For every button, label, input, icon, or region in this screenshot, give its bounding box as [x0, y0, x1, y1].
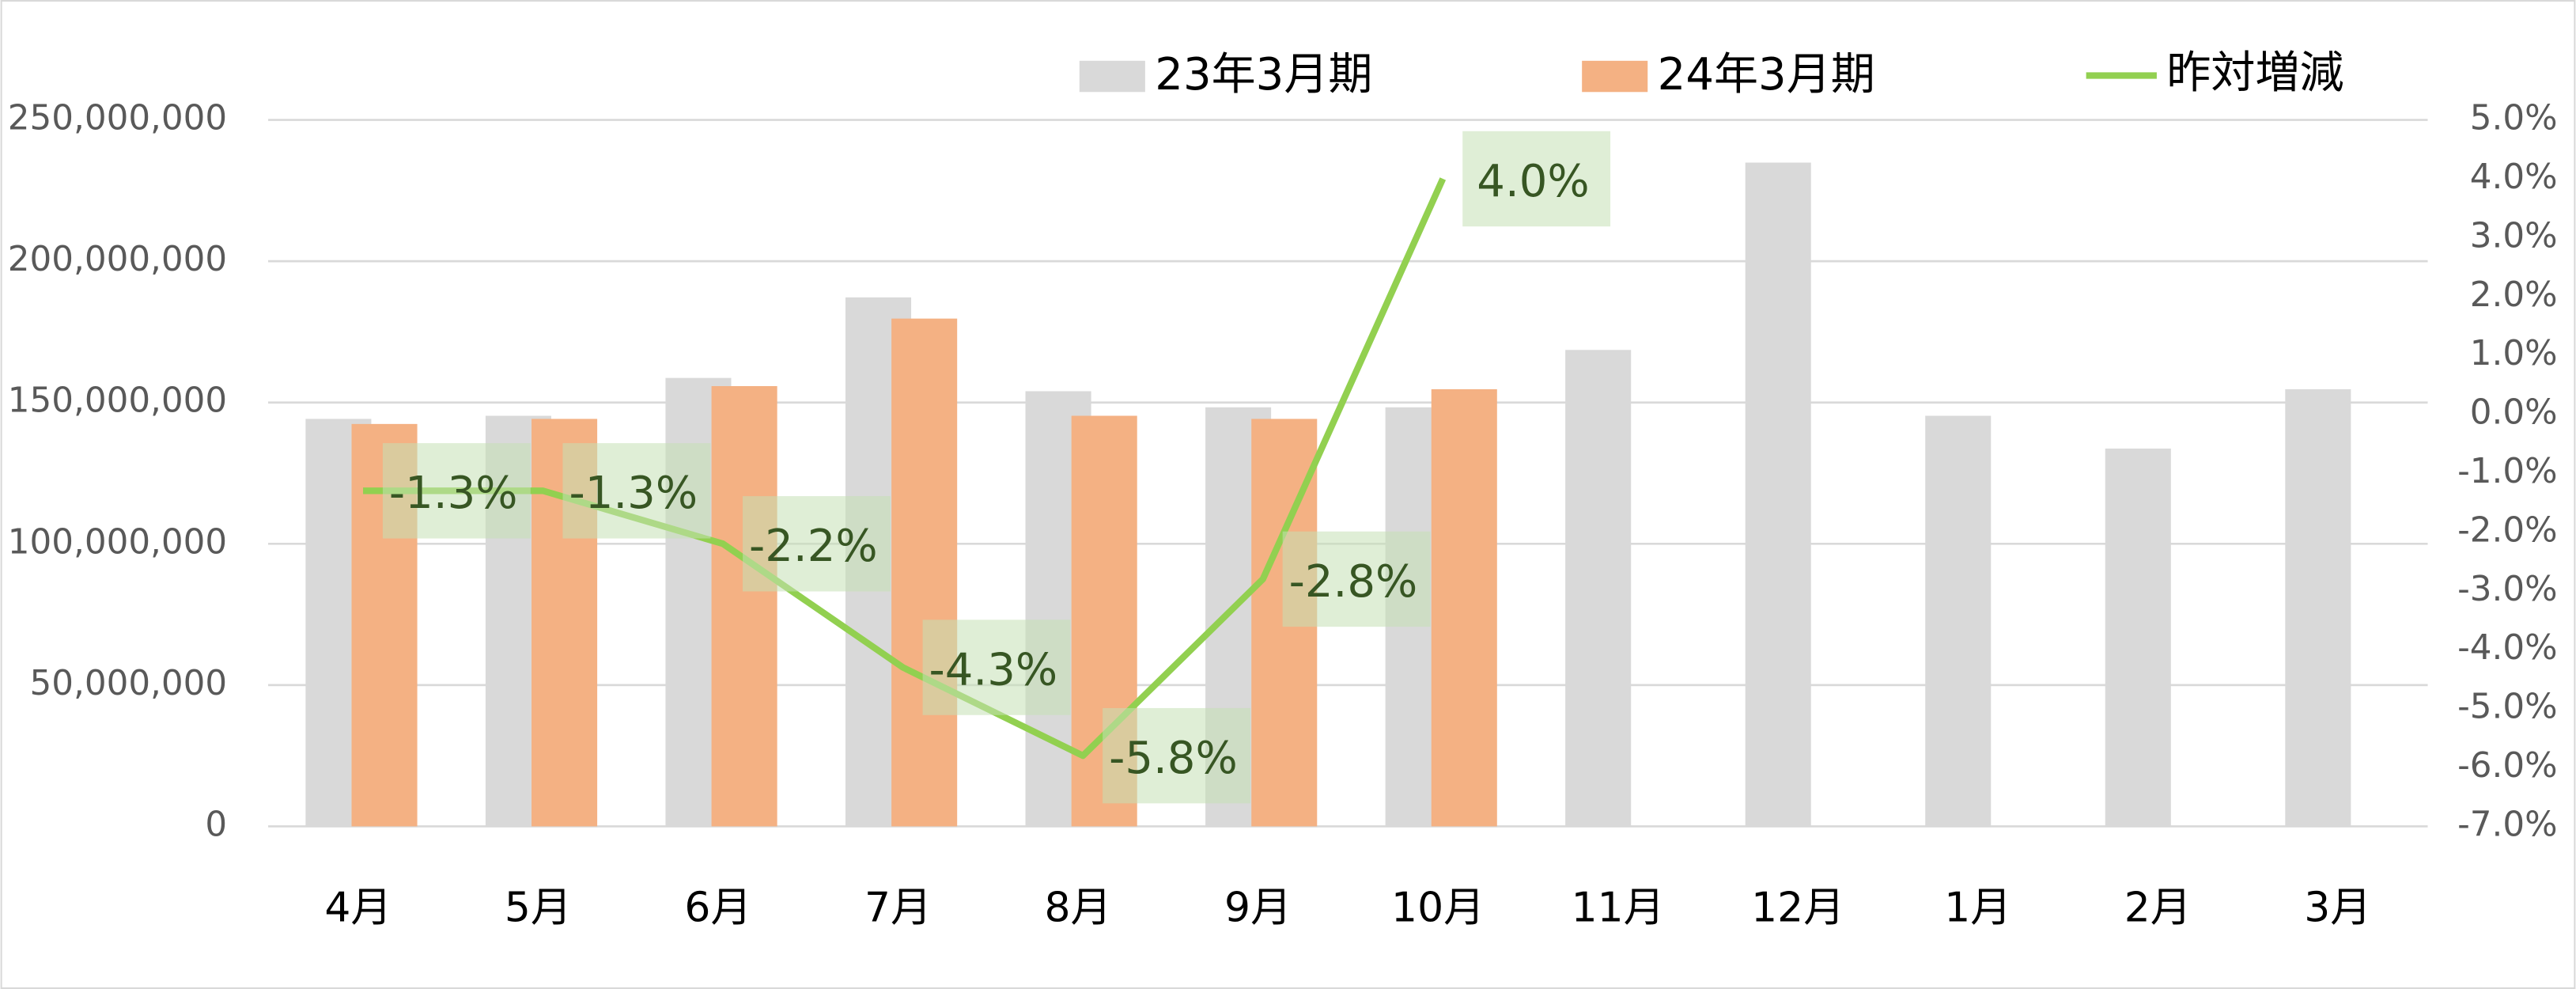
- value-label-box: [1103, 707, 1251, 804]
- bar: [711, 386, 777, 827]
- value-label-box: [1462, 131, 1611, 227]
- x-tick-label: 7月: [864, 884, 932, 931]
- bar: [891, 318, 958, 827]
- bar: [1565, 350, 1632, 827]
- y-tick-label: 250,000,000: [8, 99, 227, 138]
- y-tick-label: 150,000,000: [8, 381, 227, 421]
- y2-tick-label: 2.0%: [2470, 275, 2558, 315]
- y2-tick-label: 4.0%: [2470, 157, 2558, 197]
- bar: [1745, 162, 1811, 827]
- legend-swatch: [1079, 60, 1145, 93]
- value-label-box: [562, 443, 711, 539]
- bar: [1431, 388, 1497, 827]
- legend-swatch: [1582, 60, 1648, 93]
- y2-tick-label: -6.0%: [2457, 746, 2557, 786]
- x-tick-label: 2月: [2124, 884, 2192, 931]
- y2-tick-label: 1.0%: [2470, 334, 2558, 373]
- value-label-box: [1282, 531, 1431, 627]
- value-label: -1.3%: [569, 468, 698, 519]
- x-tick-label: 10月: [1391, 884, 1485, 931]
- x-tick-label: 11月: [1572, 884, 1665, 931]
- value-label-box: [743, 496, 891, 592]
- legend-label: 24年3月期: [1658, 49, 1875, 100]
- y2-tick-label: -2.0%: [2457, 510, 2557, 550]
- y2-tick-label: -7.0%: [2457, 805, 2557, 844]
- x-tick-label: 9月: [1224, 884, 1292, 931]
- x-tick-label: 3月: [2304, 884, 2371, 931]
- y2-tick-label: 5.0%: [2470, 99, 2558, 138]
- value-label: -2.2%: [749, 521, 878, 572]
- y-tick-label: 50,000,000: [30, 664, 228, 703]
- value-label: 4.0%: [1477, 156, 1589, 207]
- x-tick-label: 4月: [324, 884, 392, 931]
- y2-tick-label: -5.0%: [2457, 688, 2557, 727]
- bar: [2105, 448, 2171, 827]
- y-tick-label: 0: [205, 805, 227, 844]
- x-tick-label: 6月: [684, 884, 751, 931]
- bar: [2285, 388, 2351, 827]
- y-tick-label: 100,000,000: [8, 522, 227, 562]
- value-label-box: [922, 620, 1071, 715]
- value-label: -5.8%: [1109, 733, 1238, 784]
- value-label: -1.3%: [389, 468, 518, 519]
- legend-label: 昨対増減: [2166, 47, 2343, 99]
- value-label-box: [382, 443, 531, 539]
- y-tick-label: 200,000,000: [8, 240, 227, 279]
- y2-tick-label: -1.0%: [2457, 452, 2557, 491]
- y2-tick-label: 0.0%: [2470, 393, 2558, 433]
- value-label: -4.3%: [929, 644, 1058, 695]
- x-tick-label: 12月: [1751, 884, 1844, 931]
- y2-tick-label: 3.0%: [2470, 216, 2558, 256]
- y2-tick-label: -4.0%: [2457, 628, 2557, 668]
- x-tick-label: 5月: [505, 884, 572, 931]
- bar: [1925, 415, 1992, 827]
- legend-label: 23年3月期: [1155, 49, 1372, 100]
- x-tick-label: 8月: [1045, 884, 1112, 931]
- x-tick-label: 1月: [1944, 884, 2011, 931]
- value-label: -2.8%: [1289, 556, 1418, 608]
- y2-tick-label: -3.0%: [2457, 570, 2557, 609]
- line: [363, 177, 1447, 760]
